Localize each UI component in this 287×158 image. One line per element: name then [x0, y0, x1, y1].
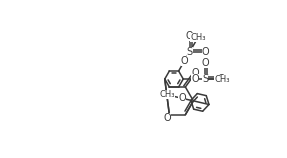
Text: CH₃: CH₃ — [190, 33, 206, 42]
Text: O: O — [179, 93, 186, 103]
Text: CH₃: CH₃ — [160, 90, 175, 99]
Text: O: O — [201, 58, 209, 68]
Text: O: O — [218, 74, 225, 84]
Text: O: O — [202, 47, 210, 57]
Text: O: O — [191, 74, 199, 84]
Text: O: O — [181, 56, 189, 66]
Text: O: O — [186, 31, 193, 41]
Text: S: S — [187, 47, 193, 57]
Text: S: S — [202, 74, 208, 84]
Text: CH₃: CH₃ — [214, 75, 230, 83]
Text: O: O — [192, 68, 199, 78]
Text: O: O — [164, 113, 171, 123]
